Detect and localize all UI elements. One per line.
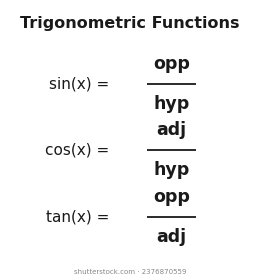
Text: shutterstock.com · 2376870559: shutterstock.com · 2376870559 [74, 269, 186, 276]
Text: tan(x) =: tan(x) = [46, 209, 114, 225]
Text: adj: adj [157, 228, 187, 246]
Text: hyp: hyp [153, 161, 190, 179]
Text: sin(x) =: sin(x) = [49, 76, 114, 92]
Text: adj: adj [157, 121, 187, 139]
Text: opp: opp [153, 55, 190, 73]
Text: Trigonometric Functions: Trigonometric Functions [20, 16, 240, 31]
Text: hyp: hyp [153, 95, 190, 113]
Text: cos(x) =: cos(x) = [45, 142, 114, 157]
Text: opp: opp [153, 188, 190, 206]
